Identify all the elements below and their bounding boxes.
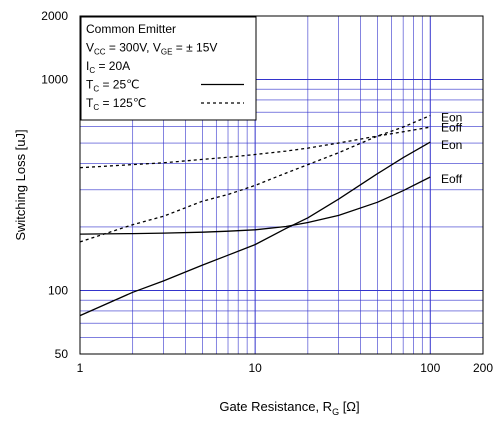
y-tick-label: 50	[55, 347, 69, 361]
legend-text: T	[86, 78, 94, 92]
series-lines	[79, 114, 431, 317]
legend-line: TC = 25℃	[86, 78, 140, 94]
legend-text: = 300V, V	[106, 41, 161, 55]
legend-subscript: C	[93, 85, 99, 94]
legend-text: = ± 15V	[172, 41, 217, 55]
legend-subscript: GE	[161, 48, 173, 57]
y-tick-label: 1000	[41, 73, 68, 87]
legend-subscript: CC	[94, 48, 106, 57]
y-tick-label: 2000	[41, 9, 68, 23]
legend-text: Common Emitter	[86, 22, 176, 36]
x-tick-label: 100	[420, 361, 440, 375]
legend-subscript: C	[93, 103, 99, 112]
x-tick-label: 200	[473, 361, 493, 375]
x-axis-label: Gate Resistance, RG [Ω]	[219, 399, 359, 417]
legend-text: V	[86, 41, 94, 55]
series-label: Eon	[441, 138, 462, 152]
legend-line: Common Emitter	[86, 22, 176, 36]
legend-text: T	[86, 96, 94, 110]
x-tick-label: 1	[77, 361, 84, 375]
x-axis-label-sub: G	[332, 407, 339, 417]
legend-line: IC = 20A	[86, 59, 130, 75]
y-axis-label: Switching Loss [uJ]	[13, 129, 28, 240]
series-label: Eon	[441, 111, 462, 125]
series-eon-25c	[79, 141, 431, 317]
y-tick-label: 100	[48, 283, 68, 297]
x-axis-label-main: Gate Resistance, R	[219, 399, 332, 414]
tick-labels: 1 10 100 200 50 100 1000 2000	[41, 9, 493, 375]
x-axis-label-unit: [Ω]	[339, 399, 360, 414]
legend-line: VCC = 300V, VGE = ± 15V	[86, 41, 217, 57]
plot-frame	[79, 15, 484, 355]
legend-text: = 20A	[95, 59, 130, 73]
series-eoff-25c	[79, 176, 431, 235]
series-label: Eoff	[441, 172, 463, 186]
legend-text: I	[86, 59, 89, 73]
series-label: Eoff	[441, 121, 463, 135]
series-eon-125c	[79, 114, 431, 243]
legend-text: = 25℃	[99, 78, 140, 92]
legend-line: TC = 125℃	[86, 96, 146, 112]
legend-subscript: C	[89, 66, 95, 75]
legend-text: = 125℃	[99, 96, 146, 110]
series-eoff-125c	[79, 126, 431, 169]
x-tick-label: 10	[248, 361, 262, 375]
